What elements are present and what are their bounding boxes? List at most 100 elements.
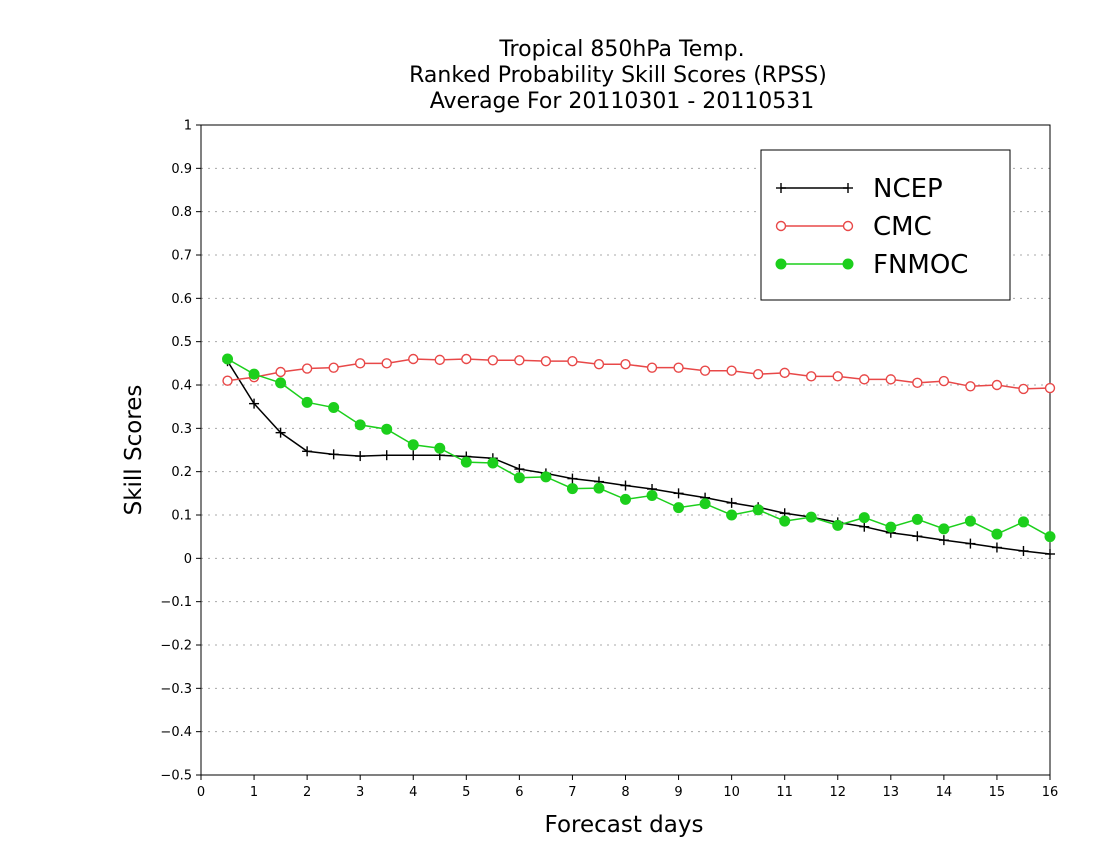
data-point-cmc [434, 354, 445, 366]
data-point-fnmoc [540, 471, 552, 483]
x-tick-label: 4 [409, 785, 417, 800]
x-tick-label: 13 [883, 785, 900, 800]
data-point-cmc [832, 371, 843, 382]
legend-marker [776, 183, 786, 193]
data-point-fnmoc [726, 509, 738, 521]
data-point-ncep [620, 480, 631, 491]
data-point-fnmoc [699, 498, 711, 510]
data-point-ncep [381, 450, 392, 461]
data-point-cmc [275, 366, 286, 378]
data-point-fnmoc [620, 493, 631, 505]
data-point-fnmoc [381, 423, 393, 435]
data-point-cmc [885, 374, 897, 385]
x-axis-label: Forecast days [545, 812, 704, 838]
data-point-cmc [487, 355, 499, 366]
chart-title-line-2: Ranked Probability Skill Scores (RPSS) [409, 63, 827, 88]
data-point-cmc [593, 359, 605, 370]
data-point-ncep [726, 497, 737, 508]
x-tick-label: 8 [621, 785, 629, 800]
data-point-fnmoc [858, 512, 870, 524]
x-tick-label: 1 [250, 785, 258, 800]
data-point-ncep [408, 450, 419, 461]
legend-marker [842, 220, 854, 232]
data-point-ncep [355, 451, 366, 462]
x-tick-label: 5 [462, 785, 470, 800]
data-point-ncep [859, 521, 870, 532]
series-cmc [222, 353, 1056, 395]
data-point-cmc [408, 353, 419, 365]
series-fnmoc [222, 353, 1056, 543]
x-tick-label: 12 [829, 785, 846, 800]
x-tick-label: 14 [936, 785, 953, 800]
y-tick-label: 0.1 [171, 509, 192, 524]
y-tick-label: 0.7 [171, 249, 192, 264]
data-point-ncep [991, 542, 1002, 553]
y-tick-label: 0.9 [171, 162, 192, 177]
legend-label-fnmoc: FNMOC [873, 250, 968, 280]
data-point-fnmoc [275, 377, 287, 389]
data-point-fnmoc [354, 419, 366, 431]
axes: −0.5 −0.4 −0.3 −0.2 −0.1 0 0.1 0.2 0.3 0.4 0.5 0.6 0… [160, 119, 1058, 801]
y-tick-label: 0.8 [171, 205, 192, 220]
x-tick-label: 3 [356, 785, 364, 800]
x-tick-label: 0 [197, 785, 205, 800]
y-tick-label: −0.5 [160, 769, 192, 784]
data-point-fnmoc [513, 472, 525, 484]
legend-marker [775, 220, 787, 232]
legend-marker [843, 183, 853, 193]
data-point-fnmoc [328, 402, 340, 414]
legend-box [760, 149, 1011, 301]
y-tick-label: −0.2 [160, 639, 192, 654]
data-point-cmc [806, 371, 817, 382]
x-tick-label: 2 [303, 785, 311, 800]
data-point-ncep [567, 473, 578, 484]
data-point-cmc [328, 362, 339, 373]
x-tick-label: 15 [989, 785, 1006, 800]
data-point-cmc [620, 359, 631, 370]
x-tick-label: 16 [1042, 785, 1059, 800]
data-point-fnmoc [487, 457, 499, 469]
x-tick-label: 7 [568, 785, 576, 800]
legend-marker [842, 258, 854, 270]
data-point-ncep [249, 398, 260, 409]
data-point-fnmoc [460, 456, 472, 468]
x-tick-label: 10 [723, 785, 740, 800]
data-point-cmc [965, 381, 976, 392]
legend-label-ncep: NCEP [873, 174, 943, 204]
data-point-cmc [222, 375, 233, 386]
data-point-fnmoc [1017, 516, 1029, 528]
y-tick-label: 0 [184, 552, 192, 567]
data-point-ncep [938, 535, 949, 546]
data-point-cmc [752, 368, 764, 380]
data-point-fnmoc [964, 515, 976, 527]
series-line-fnmoc [227, 358, 1051, 538]
data-point-cmc [991, 379, 1003, 391]
data-point-cmc [779, 367, 790, 379]
data-point-fnmoc [673, 502, 685, 514]
y-tick-label: 0.5 [171, 335, 192, 350]
x-tick-label: 11 [776, 785, 793, 800]
data-point-fnmoc [991, 528, 1003, 540]
y-tick-label: 1 [184, 119, 192, 134]
data-point-cmc [646, 362, 658, 373]
x-tick-label: 6 [515, 785, 523, 800]
data-point-cmc [1018, 383, 1029, 395]
data-point-fnmoc [434, 442, 446, 454]
data-point-cmc [461, 353, 472, 365]
data-point-fnmoc [1044, 531, 1056, 543]
data-point-cmc [859, 374, 870, 385]
chart-title-line-1: Tropical 850hPa Temp. [498, 37, 744, 62]
data-point-cmc [699, 365, 711, 376]
data-point-fnmoc [885, 521, 897, 533]
y-axis-label: Skill Scores [121, 385, 147, 516]
data-point-fnmoc [938, 523, 950, 535]
series-ncep [222, 356, 1055, 559]
chart-title-line-3: Average For 20110301 - 20110531 [430, 89, 815, 114]
data-point-cmc [540, 355, 552, 367]
data-point-cmc [381, 358, 392, 369]
series-line-ncep [226, 360, 1051, 555]
data-point-cmc [567, 355, 578, 367]
y-tick-label: 0.2 [171, 465, 192, 480]
y-tick-label: 0.3 [171, 422, 192, 437]
